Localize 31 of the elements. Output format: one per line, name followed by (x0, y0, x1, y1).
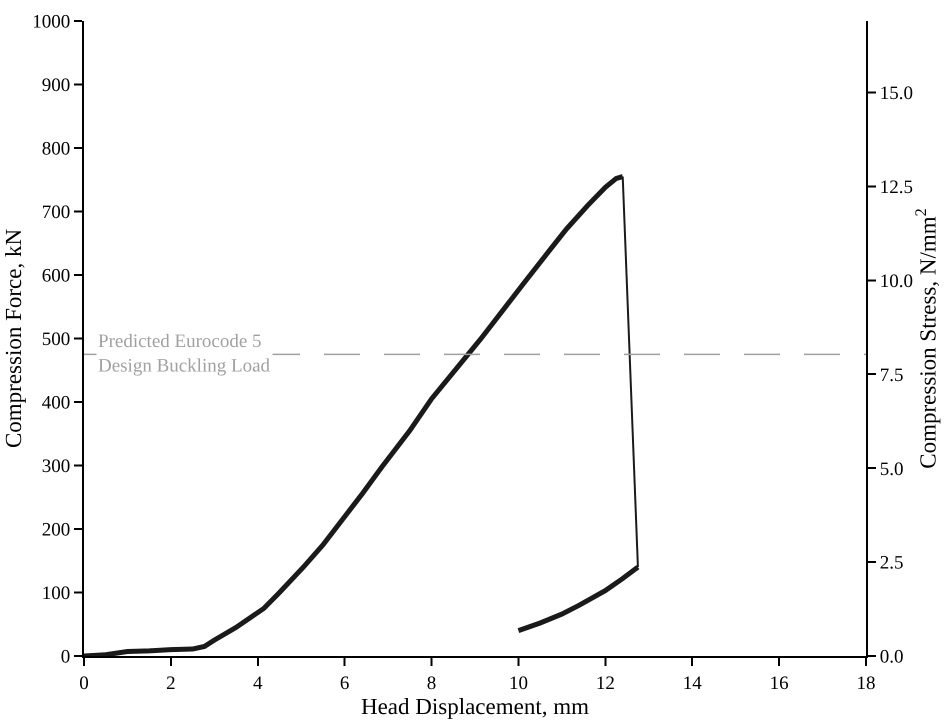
y-tick-label: 400 (42, 392, 70, 414)
y-tick-label: 0 (60, 646, 70, 668)
x-tick-label: 2 (166, 672, 176, 694)
y-tick-label: 1000 (32, 12, 70, 33)
y2-tick-label: 15.0 (880, 83, 914, 104)
y-tick-label: 600 (42, 266, 70, 287)
x-axis-title: Head Displacement, mm (360, 694, 590, 719)
x-tick-label: 10 (508, 672, 528, 694)
x-tick-label: 18 (856, 672, 876, 694)
y-tick-label: 300 (42, 456, 70, 478)
y2-tick-label: 5.0 (880, 458, 904, 480)
y2-tick-label: 10.0 (880, 270, 914, 292)
x-tick-label: 4 (253, 672, 264, 694)
x-tick-label: 16 (770, 672, 789, 694)
ref-line-label: Predicted Eurocode 5 Design Buckling Load (98, 331, 271, 377)
x-tick-label: 0 (79, 672, 89, 694)
y-tick-label: 500 (42, 329, 70, 350)
y-tick-label: 800 (42, 138, 70, 160)
x-tick-label: 8 (426, 672, 436, 694)
y-tick-label: 700 (42, 202, 70, 224)
y-tick-label: 100 (42, 583, 70, 604)
y2-tick-label: 12.5 (880, 176, 914, 198)
y2-tick-label: 2.5 (880, 552, 904, 574)
x-tick-label: 12 (596, 672, 615, 694)
y-tick-label: 200 (42, 520, 70, 541)
x-tick-label: 6 (340, 672, 350, 694)
y-tick-label: 900 (42, 75, 70, 96)
y2-tick-label: 0.0 (880, 646, 904, 668)
x-tick-label: 14 (682, 672, 702, 694)
y-axis-title: Compression Force, kN (1, 228, 26, 448)
y2-tick-label: 7.5 (880, 364, 904, 386)
